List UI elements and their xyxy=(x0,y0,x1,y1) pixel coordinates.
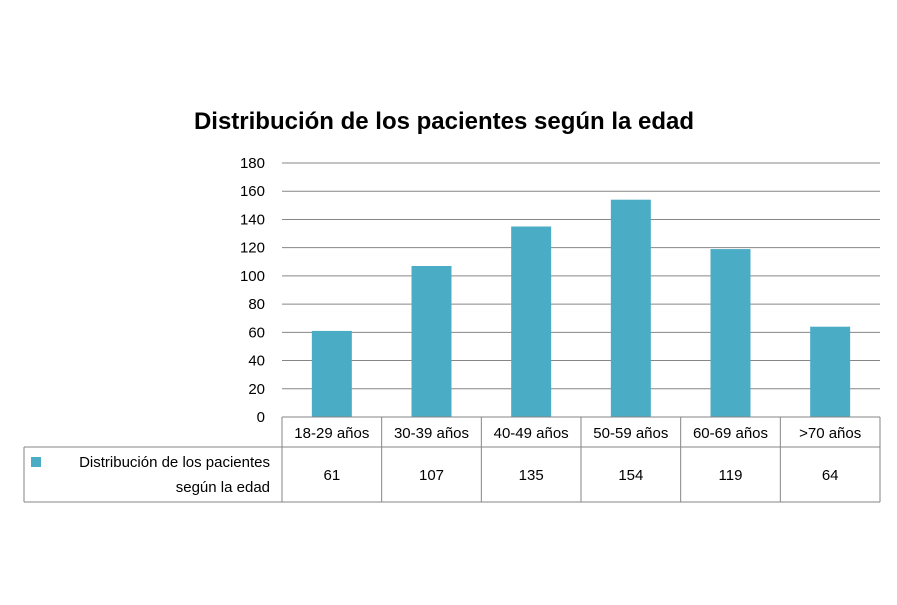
bar xyxy=(311,330,352,417)
chart-title: Distribución de los pacientes según la e… xyxy=(194,108,694,135)
y-tick-label: 80 xyxy=(248,296,265,313)
bar xyxy=(710,249,751,417)
data-label: 154 xyxy=(618,467,643,484)
y-tick-label: 0 xyxy=(257,409,265,426)
y-tick-label: 60 xyxy=(248,324,265,341)
x-category-label: 30-39 años xyxy=(394,425,469,442)
legend-label-line1: Distribución de los pacientes xyxy=(79,454,270,471)
bar xyxy=(511,226,552,417)
x-category-label: 40-49 años xyxy=(494,425,569,442)
grid xyxy=(282,162,880,418)
x-category-label: 18-29 años xyxy=(294,425,369,442)
data-label: 119 xyxy=(719,467,743,484)
data-table: 18-29 años 61 30-39 años 107 40-49 años 135 50… xyxy=(23,416,881,503)
data-label: 135 xyxy=(519,467,544,484)
y-tick-label: 100 xyxy=(240,268,265,285)
y-tick-label: 120 xyxy=(240,240,265,257)
bar xyxy=(411,266,452,417)
bar xyxy=(610,199,651,417)
legend-label-line2: según la edad xyxy=(176,479,270,496)
data-label: 64 xyxy=(822,467,839,484)
x-category-label: 60-69 años xyxy=(693,425,768,442)
data-label: 107 xyxy=(419,467,444,484)
bars xyxy=(311,199,851,417)
y-tick-label: 180 xyxy=(240,155,265,172)
legend-swatch xyxy=(31,457,41,467)
y-tick-label: 140 xyxy=(240,211,265,228)
x-category-label: 50-59 años xyxy=(593,425,668,442)
y-axis-ticks: 0 20 40 60 80 100 120 140 160 180 xyxy=(240,155,265,426)
data-label: 61 xyxy=(323,467,340,484)
x-category-label: >70 años xyxy=(799,425,861,442)
y-tick-label: 20 xyxy=(248,381,265,398)
y-tick-label: 40 xyxy=(248,353,265,370)
bar xyxy=(810,326,851,417)
y-tick-label: 160 xyxy=(240,183,265,200)
